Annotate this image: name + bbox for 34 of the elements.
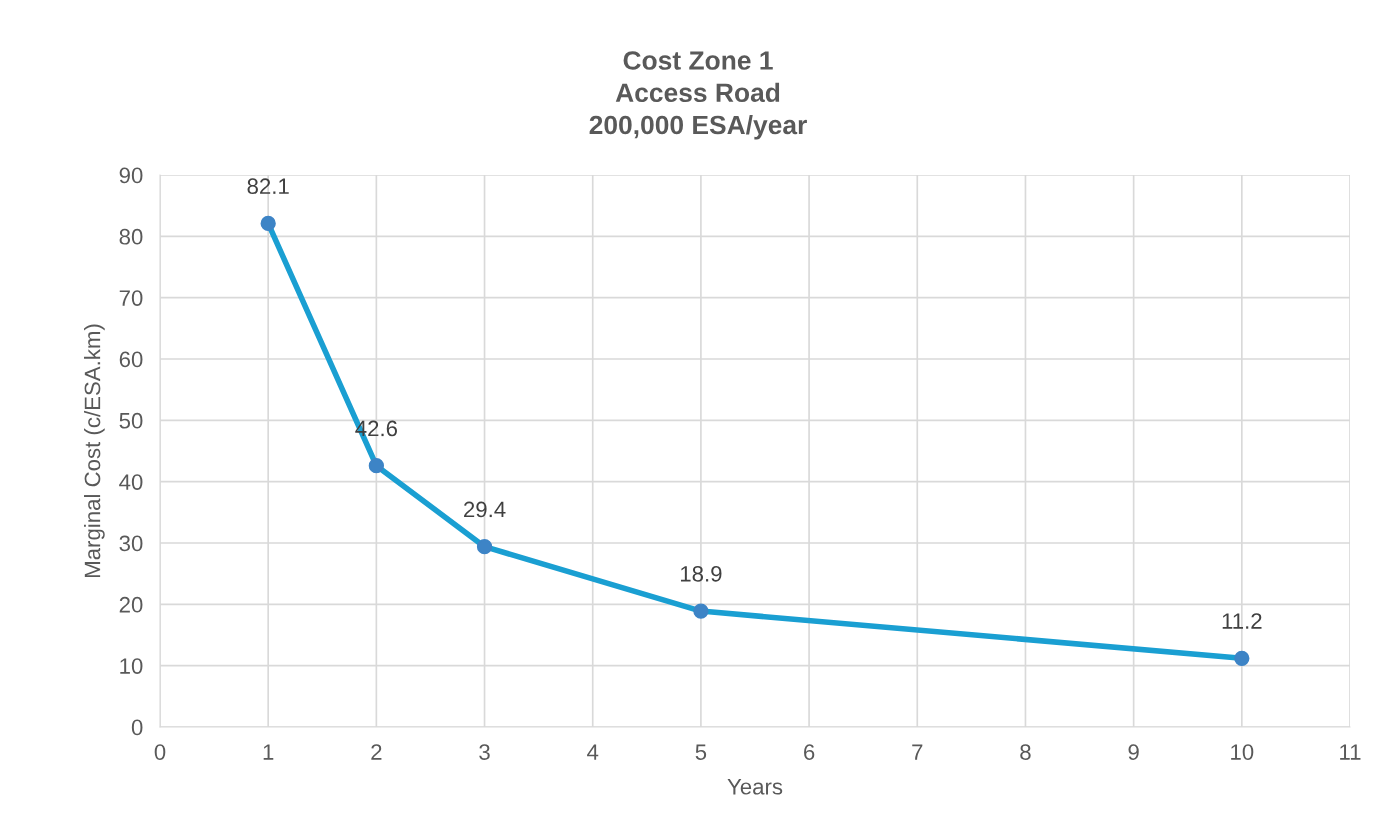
- data-label: 82.1: [247, 178, 289, 195]
- data-label: 11.2: [1222, 613, 1262, 629]
- x-tick-label: 10: [1231, 744, 1254, 760]
- data-label: 29.4: [464, 501, 506, 518]
- y-tick-label: 60: [119, 351, 143, 368]
- y-axis-title: Marginal Cost (c/ESA.km): [84, 324, 105, 577]
- point: [476, 539, 493, 555]
- x-tick-label: 2: [371, 744, 382, 760]
- chart-title: Cost Zone 1 Access Road 200,000 ESA/year: [589, 51, 807, 140]
- point: [693, 603, 709, 619]
- x-axis-title: Years: [727, 779, 783, 795]
- y-tick-label: 40: [119, 474, 143, 490]
- x-tick-label: 11: [1340, 744, 1361, 760]
- point: [260, 215, 276, 232]
- x-tick-label: 3: [479, 744, 490, 760]
- x-tick-label: 5: [695, 744, 707, 760]
- x-tick-label: 0: [154, 744, 166, 760]
- point: [1234, 650, 1250, 666]
- x-tick-label: 6: [804, 744, 815, 760]
- y-tick-label: 30: [119, 535, 143, 552]
- point: [368, 458, 385, 474]
- x-tick-label: 4: [587, 744, 599, 760]
- x-tick-label: 9: [1128, 744, 1139, 760]
- y-tick-label: 10: [120, 658, 143, 674]
- y-tick-label: 0: [131, 719, 143, 736]
- x-tick-label: 7: [912, 744, 923, 760]
- y-tick-label: 90: [119, 167, 143, 184]
- y-tick-label: 50: [119, 412, 143, 429]
- x-tick-label: 8: [1020, 744, 1031, 760]
- y-tick-label: 70: [119, 290, 143, 306]
- data-label: 18.9: [680, 565, 722, 582]
- y-tick-label: 20: [119, 596, 143, 613]
- y-tick-label: 80: [119, 228, 143, 245]
- x-tick-label: 1: [263, 744, 274, 760]
